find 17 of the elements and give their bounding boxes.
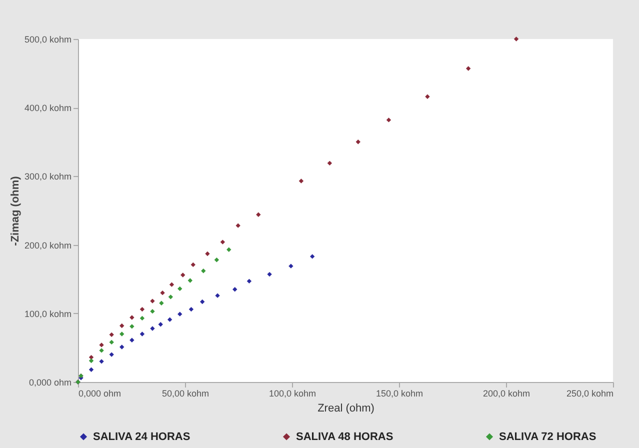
legend-label: SALIVA 24 HORAS xyxy=(93,430,190,443)
legend-label: SALIVA 48 HORAS xyxy=(296,430,394,443)
y-axis-title: -Zimag (ohm) xyxy=(9,176,22,246)
x-tick-label: 250,0 kohm xyxy=(566,388,614,398)
y-tick-label: 0,000 ohm xyxy=(28,378,72,388)
x-tick-label: 100,0 kohm xyxy=(268,388,316,398)
y-tick-label: 400,0 kohm xyxy=(24,103,72,114)
x-axis-title: Zreal (ohm) xyxy=(318,402,374,414)
x-tick-label: 50,00 kohm xyxy=(162,388,210,398)
y-tick-label: 100,0 kohm xyxy=(24,308,72,319)
x-tick-label: 200,0 kohm xyxy=(482,388,530,398)
y-tick-label: 500,0 kohm xyxy=(24,34,72,44)
y-tick-label: 300,0 kohm xyxy=(24,172,72,182)
x-tick-label: 0,000 ohm xyxy=(78,388,122,398)
y-tick-label: 200,0 kohm xyxy=(24,240,72,250)
x-tick-label: 150,0 kohm xyxy=(376,388,424,398)
legend-label: SALIVA 72 HORAS xyxy=(499,430,596,443)
